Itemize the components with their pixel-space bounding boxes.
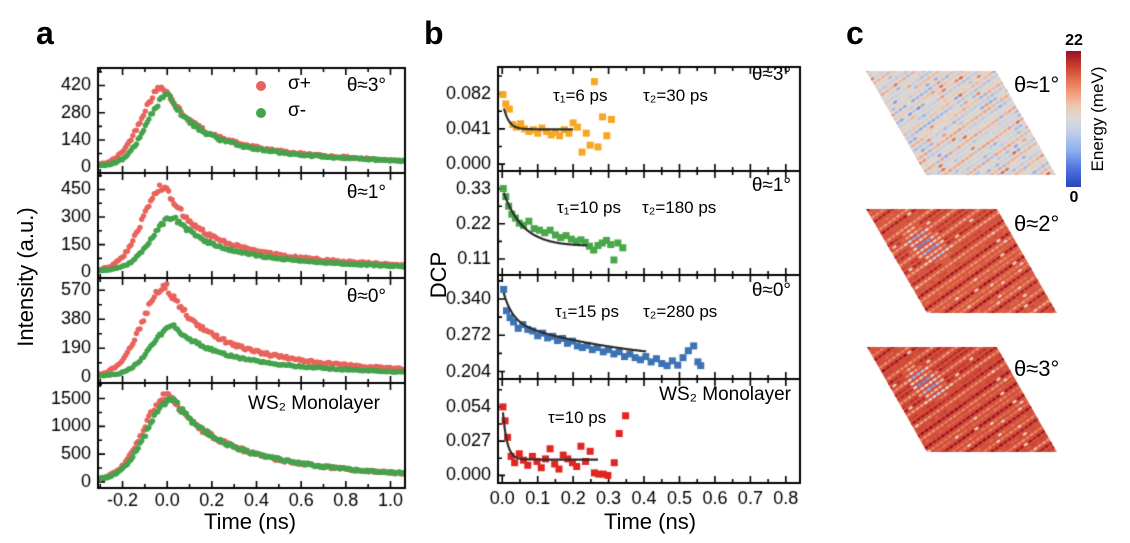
panel-b-tau1-annotation-sub1: τ₁=10 ps (557, 198, 621, 217)
panel-b-theta-0-label: θ≈0° (751, 280, 791, 301)
panel-b-y-axis-label: DCP (426, 251, 451, 299)
panel-letter-a: a (36, 15, 54, 51)
panel-a-theta-1-label: θ≈1° (346, 182, 386, 203)
panel-a-x-axis-label: Time (ns) (203, 509, 297, 534)
panel-b-tau2-annotation-sub0: τ₂=30 ps (643, 86, 708, 105)
energy-colorbar (1066, 51, 1081, 187)
panel-c-theta-1-label: θ≈1° (1014, 72, 1060, 97)
panel-b-theta-1-label: θ≈1° (751, 175, 791, 196)
panel-b-tau2-annotation-sub1: τ₂=180 ps (642, 198, 717, 217)
panel-c-theta-2-label: θ≈2° (1014, 211, 1060, 236)
panel-b-tau1-annotation-sub0: τ₁=6 ps (553, 86, 608, 105)
colorbar-axis-label: Energy (meV) (1088, 66, 1107, 172)
panel-c-theta-3-label: θ≈3° (1014, 356, 1060, 381)
panel-b-x-axis-label: Time (ns) (603, 509, 697, 534)
colorbar-max-label: 22 (1065, 32, 1083, 49)
panel-b-theta-3-label: θ≈3° (751, 64, 791, 85)
legend-sigma-plus-label: σ+ (288, 73, 311, 94)
sigma-plus-marker-icon (256, 81, 266, 91)
panel-a-theta-0-label: θ≈0° (346, 286, 386, 307)
legend-sigma-minus-label: σ- (288, 100, 307, 121)
panel-a-y-axis-label: Intensity (a.u.) (13, 207, 38, 347)
panel-b-tau1-annotation-sub2: τ₁=15 ps (555, 302, 619, 321)
panel-b-ws2-monolayer-label: WS₂ Monolayer (659, 384, 791, 405)
sigma-minus-marker-icon (256, 108, 266, 118)
panel-a-theta-3-label: θ≈3° (346, 75, 386, 96)
panel-letter-c: c (846, 15, 864, 51)
colorbar-min-label: 0 (1069, 189, 1079, 206)
panel-b-tau2-annotation-sub2: τ₂=280 ps (643, 302, 718, 321)
panel-letter-b: b (424, 15, 444, 51)
panel-a-ws2-monolayer-label: WS₂ Monolayer (248, 393, 380, 414)
panel-b-tau-annotation-sub3: τ=10 ps (548, 408, 607, 427)
